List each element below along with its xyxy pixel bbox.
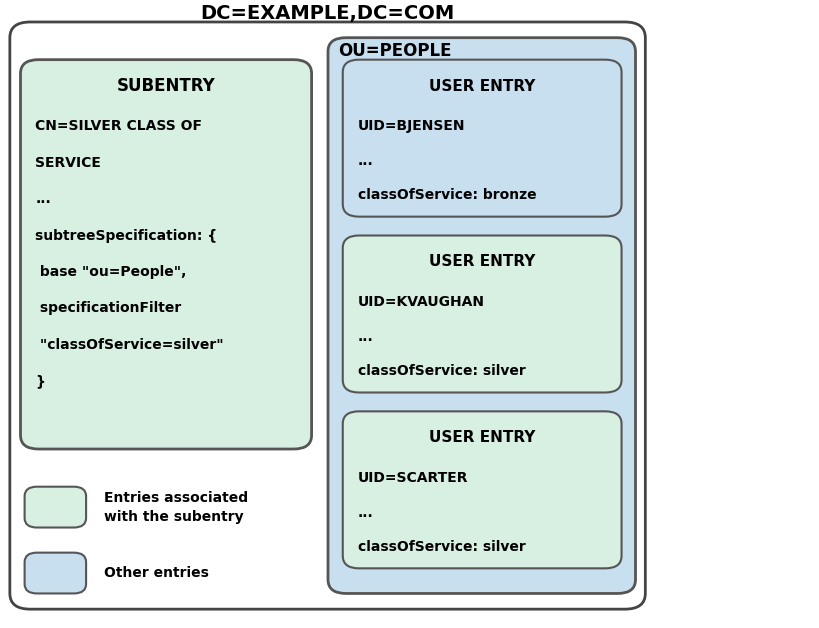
FancyBboxPatch shape — [20, 60, 311, 449]
Text: classOfService: silver: classOfService: silver — [357, 540, 525, 554]
Text: DC=EXAMPLE,DC=COM: DC=EXAMPLE,DC=COM — [200, 4, 455, 23]
Text: CN=SILVER CLASS OF: CN=SILVER CLASS OF — [35, 119, 202, 133]
Text: classOfService: bronze: classOfService: bronze — [357, 188, 536, 202]
Text: USER ENTRY: USER ENTRY — [428, 430, 535, 445]
Text: OU=PEOPLE: OU=PEOPLE — [337, 43, 450, 60]
Text: UID=SCARTER: UID=SCARTER — [357, 471, 468, 485]
Text: ...: ... — [357, 154, 373, 168]
FancyBboxPatch shape — [342, 411, 621, 568]
Text: }: } — [35, 374, 45, 388]
Text: SERVICE: SERVICE — [35, 156, 101, 170]
Text: with the subentry: with the subentry — [104, 511, 243, 524]
Text: ...: ... — [357, 506, 373, 519]
Text: specificationFilter: specificationFilter — [35, 301, 181, 315]
Text: UID=KVAUGHAN: UID=KVAUGHAN — [357, 295, 484, 309]
Text: ...: ... — [357, 330, 373, 344]
FancyBboxPatch shape — [328, 38, 635, 593]
Text: classOfService: silver: classOfService: silver — [357, 364, 525, 378]
Text: SUBENTRY: SUBENTRY — [116, 77, 215, 95]
Text: ...: ... — [35, 192, 51, 206]
Text: Other entries: Other entries — [104, 566, 209, 580]
FancyBboxPatch shape — [342, 236, 621, 392]
Text: "classOfService=silver": "classOfService=silver" — [35, 338, 224, 352]
FancyBboxPatch shape — [10, 22, 645, 609]
Text: USER ENTRY: USER ENTRY — [428, 78, 535, 94]
Text: UID=BJENSEN: UID=BJENSEN — [357, 119, 464, 133]
FancyBboxPatch shape — [25, 487, 86, 528]
FancyBboxPatch shape — [25, 553, 86, 593]
Text: USER ENTRY: USER ENTRY — [428, 254, 535, 269]
Text: subtreeSpecification: {: subtreeSpecification: { — [35, 229, 217, 242]
FancyBboxPatch shape — [342, 60, 621, 217]
Text: Entries associated: Entries associated — [104, 491, 248, 505]
Text: base "ou=People",: base "ou=People", — [35, 265, 187, 279]
